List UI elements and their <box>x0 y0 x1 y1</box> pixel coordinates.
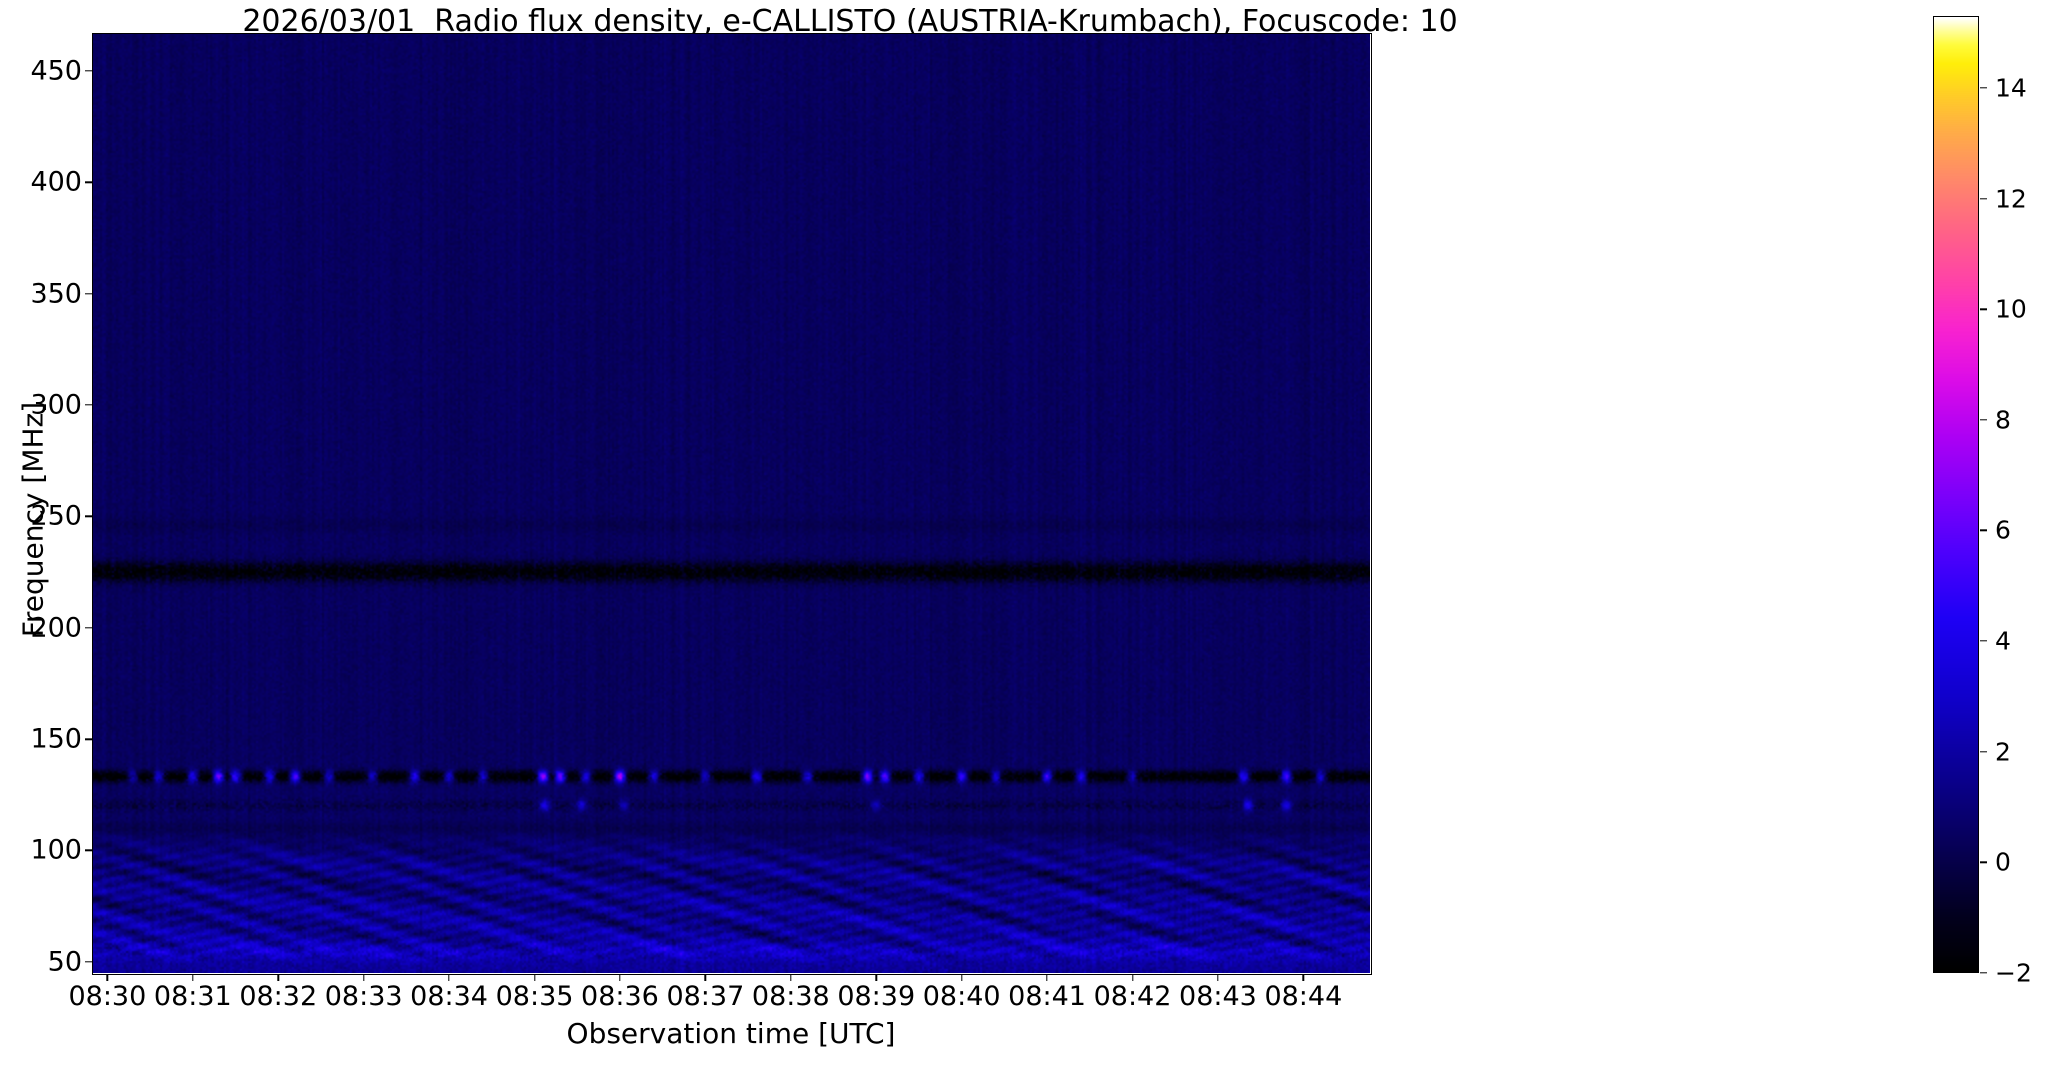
x-tick-label: 08:30 <box>68 981 147 1012</box>
x-tick-label: 08:31 <box>153 981 232 1012</box>
x-tick-mark <box>192 974 194 981</box>
x-tick-mark <box>960 974 963 981</box>
x-tick-mark <box>277 974 279 981</box>
x-tick-label: 08:39 <box>837 981 916 1012</box>
colorbar-tick-label: 10 <box>1995 294 2027 324</box>
colorbar-tick-mark <box>1980 972 1987 974</box>
colorbar-tick-mark <box>1980 87 1987 89</box>
x-tick-label: 08:36 <box>581 981 659 1012</box>
x-axis-label: Observation time [UTC] <box>566 1017 896 1050</box>
y-tick-label: 250 <box>30 500 82 532</box>
x-tick-label: 08:35 <box>495 981 574 1012</box>
x-tick-mark <box>875 974 877 981</box>
x-tick-label: 08:40 <box>922 981 1001 1012</box>
colorbar <box>1933 16 1979 973</box>
colorbar-tick-mark <box>1980 197 1987 200</box>
x-tick-label: 08:37 <box>666 981 745 1012</box>
x-tick-mark <box>362 974 365 981</box>
y-axis-label: Frequency [MHz] <box>16 401 50 638</box>
colorbar-tick-label: −2 <box>1995 958 2032 988</box>
y-tick-label: 50 <box>47 946 82 978</box>
y-tick-label: 100 <box>30 834 82 866</box>
y-tick-mark <box>85 70 92 72</box>
x-tick-mark <box>106 974 109 981</box>
colorbar-tick-mark <box>1980 529 1987 532</box>
x-tick-mark <box>790 974 792 981</box>
y-tick-mark <box>85 515 92 518</box>
y-tick-mark <box>85 292 92 295</box>
colorbar-tick-label: 12 <box>1995 184 2027 214</box>
y-tick-mark <box>85 849 92 852</box>
x-tick-mark <box>704 974 707 981</box>
y-tick-mark <box>85 961 92 963</box>
spectrogram-canvas <box>92 33 1370 973</box>
x-tick-mark <box>1302 974 1305 981</box>
colorbar-tick-label: 2 <box>1995 737 2011 767</box>
x-tick-label: 08:32 <box>239 981 318 1012</box>
colorbar-tick-label: 8 <box>1995 405 2011 435</box>
y-tick-mark <box>85 627 92 629</box>
y-tick-label: 300 <box>30 389 82 421</box>
x-tick-label: 08:38 <box>751 981 830 1012</box>
colorbar-tick-mark <box>1980 308 1987 310</box>
x-tick-label: 08:44 <box>1264 981 1343 1012</box>
y-tick-mark <box>85 738 92 740</box>
colorbar-tick-label: 4 <box>1995 626 2011 656</box>
x-tick-label: 08:43 <box>1179 981 1257 1012</box>
colorbar-tick-label: 14 <box>1995 73 2027 103</box>
x-tick-mark <box>1217 974 1219 981</box>
x-tick-label: 08:42 <box>1093 981 1172 1012</box>
y-tick-mark <box>85 181 92 183</box>
y-axis-ticks: 50 100 150 200 250 300 350 400 450 <box>0 0 82 1067</box>
x-tick-mark <box>1046 974 1048 981</box>
colorbar-tick-mark <box>1980 861 1987 864</box>
y-tick-mark <box>85 404 92 406</box>
colorbar-tick-label: 6 <box>1995 515 2011 545</box>
y-tick-label: 200 <box>30 612 82 644</box>
x-tick-label: 08:34 <box>410 981 488 1012</box>
x-tick-mark <box>533 974 536 981</box>
colorbar-gradient <box>1934 17 1978 972</box>
spectrogram-plot-area <box>92 33 1370 973</box>
x-tick-label: 08:33 <box>324 981 403 1012</box>
colorbar-tick-mark <box>1980 640 1987 642</box>
x-tick-mark <box>448 974 450 981</box>
colorbar-tick-mark <box>1980 751 1987 753</box>
y-tick-label: 400 <box>30 166 82 198</box>
colorbar-tick-label: 0 <box>1995 847 2011 877</box>
y-tick-label: 450 <box>30 55 82 87</box>
y-tick-label: 350 <box>30 278 82 310</box>
x-tick-mark <box>1131 974 1134 981</box>
x-tick-mark <box>619 974 621 981</box>
y-tick-label: 150 <box>30 723 82 755</box>
x-tick-label: 08:41 <box>1008 981 1086 1012</box>
colorbar-tick-mark <box>1980 419 1987 421</box>
